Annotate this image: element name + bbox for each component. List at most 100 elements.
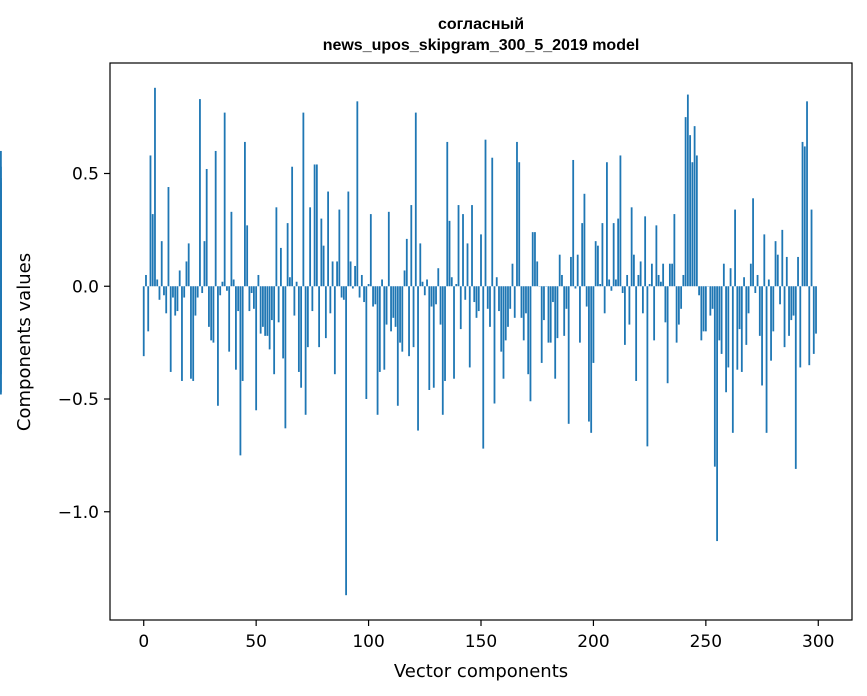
bar-17 [181, 286, 183, 381]
bar-48 [250, 286, 253, 294]
x-axis: 0 50 100 150 200 250 300 [138, 620, 834, 652]
bar-137 [450, 277, 453, 287]
bar-133 [441, 286, 444, 415]
bar-6 [156, 279, 159, 287]
bar-266 [740, 286, 743, 372]
bar-15 [176, 286, 179, 312]
bar-208 [610, 286, 613, 291]
bar-126 [426, 279, 428, 287]
bar-100 [367, 284, 370, 287]
y-axis: 0.5 0.0 −0.5 −1.0 [58, 164, 110, 523]
bar-90 [345, 286, 347, 596]
bar-279 [770, 286, 772, 361]
x-tick-label: 50 [245, 632, 267, 652]
bar-223 [644, 216, 647, 287]
bar-186 [561, 274, 563, 287]
bar-18 [183, 286, 186, 298]
bar-39 [230, 211, 233, 287]
bar-144 [466, 243, 469, 287]
y-tick-label: 0.5 [72, 164, 99, 184]
bar-92 [349, 261, 352, 287]
bar-194 [579, 286, 581, 343]
bar-73 [306, 286, 309, 348]
bar-56 [268, 286, 271, 350]
bar-138 [453, 286, 455, 379]
bar-8 [160, 241, 163, 287]
bar-135 [446, 141, 449, 287]
bar-227 [653, 286, 656, 341]
y-tick-label: −1.0 [58, 503, 99, 523]
bar-108 [385, 286, 388, 325]
bar-106 [381, 279, 383, 287]
bar-213 [621, 286, 624, 294]
bar-256 [718, 286, 721, 341]
bar-297 [810, 209, 813, 287]
bar-136 [448, 220, 451, 287]
x-tick-label: 250 [690, 632, 722, 652]
bar-187 [563, 286, 566, 336]
bar-291 [797, 256, 799, 287]
bar-29 [208, 286, 210, 327]
bar-260 [727, 286, 730, 368]
bar-193 [576, 254, 579, 287]
chart-subtitle: news_upos_skipgram_300_5_2019 model [323, 37, 640, 54]
bar-31 [212, 286, 215, 343]
bar-54 [264, 286, 267, 336]
y-tick-label: 0.0 [72, 277, 99, 297]
bar-58 [273, 286, 276, 375]
bar-274 [758, 286, 761, 336]
bar-10 [165, 286, 168, 314]
x-tick-label: 300 [802, 632, 834, 652]
bar-212 [619, 155, 622, 287]
bar-267 [743, 277, 745, 287]
bar-229 [657, 274, 660, 287]
bar-159 [500, 286, 503, 352]
bar-74 [309, 207, 312, 287]
bar-207 [608, 279, 611, 287]
bar-146 [471, 205, 473, 287]
bar-123 [419, 243, 422, 287]
bar-289 [792, 286, 795, 316]
bar-158 [498, 286, 500, 312]
bar-0 [142, 286, 145, 357]
bar-116 [403, 270, 406, 287]
bar-46 [246, 225, 249, 287]
bar-149 [477, 286, 480, 312]
bar-162 [507, 286, 509, 327]
bar-128 [430, 286, 433, 307]
bar-11 [167, 187, 170, 287]
bar-282 [776, 254, 779, 287]
bar-233 [666, 286, 669, 384]
bar-235 [671, 263, 674, 287]
bar-80 [322, 245, 325, 287]
bar-114 [399, 286, 401, 343]
bar-47 [248, 286, 251, 312]
bar-127 [428, 286, 431, 390]
bar-295 [806, 101, 808, 287]
bar-248 [700, 286, 703, 341]
bar-67 [293, 286, 296, 316]
bar-221 [639, 261, 642, 287]
bar-130 [435, 286, 437, 305]
bar-285 [783, 286, 786, 348]
bar-257 [720, 286, 723, 354]
bar-78 [318, 286, 321, 348]
bar-7 [158, 286, 161, 300]
bar-132 [439, 286, 442, 325]
bar-171 [527, 286, 530, 375]
bar-70 [300, 286, 303, 388]
bar-119 [410, 205, 413, 287]
bar-101 [369, 214, 372, 287]
bar-110 [390, 286, 392, 332]
bar-188 [565, 286, 568, 309]
y-tick-label: −0.5 [58, 390, 99, 410]
bar-82 [327, 191, 329, 287]
bar-155 [491, 157, 494, 287]
bar-195 [581, 223, 584, 287]
bar-96 [358, 286, 361, 298]
bar-152 [484, 139, 487, 287]
bar-160 [502, 286, 505, 379]
bar-259 [725, 286, 727, 393]
bar-182 [552, 286, 554, 303]
bar-276 [763, 234, 766, 287]
